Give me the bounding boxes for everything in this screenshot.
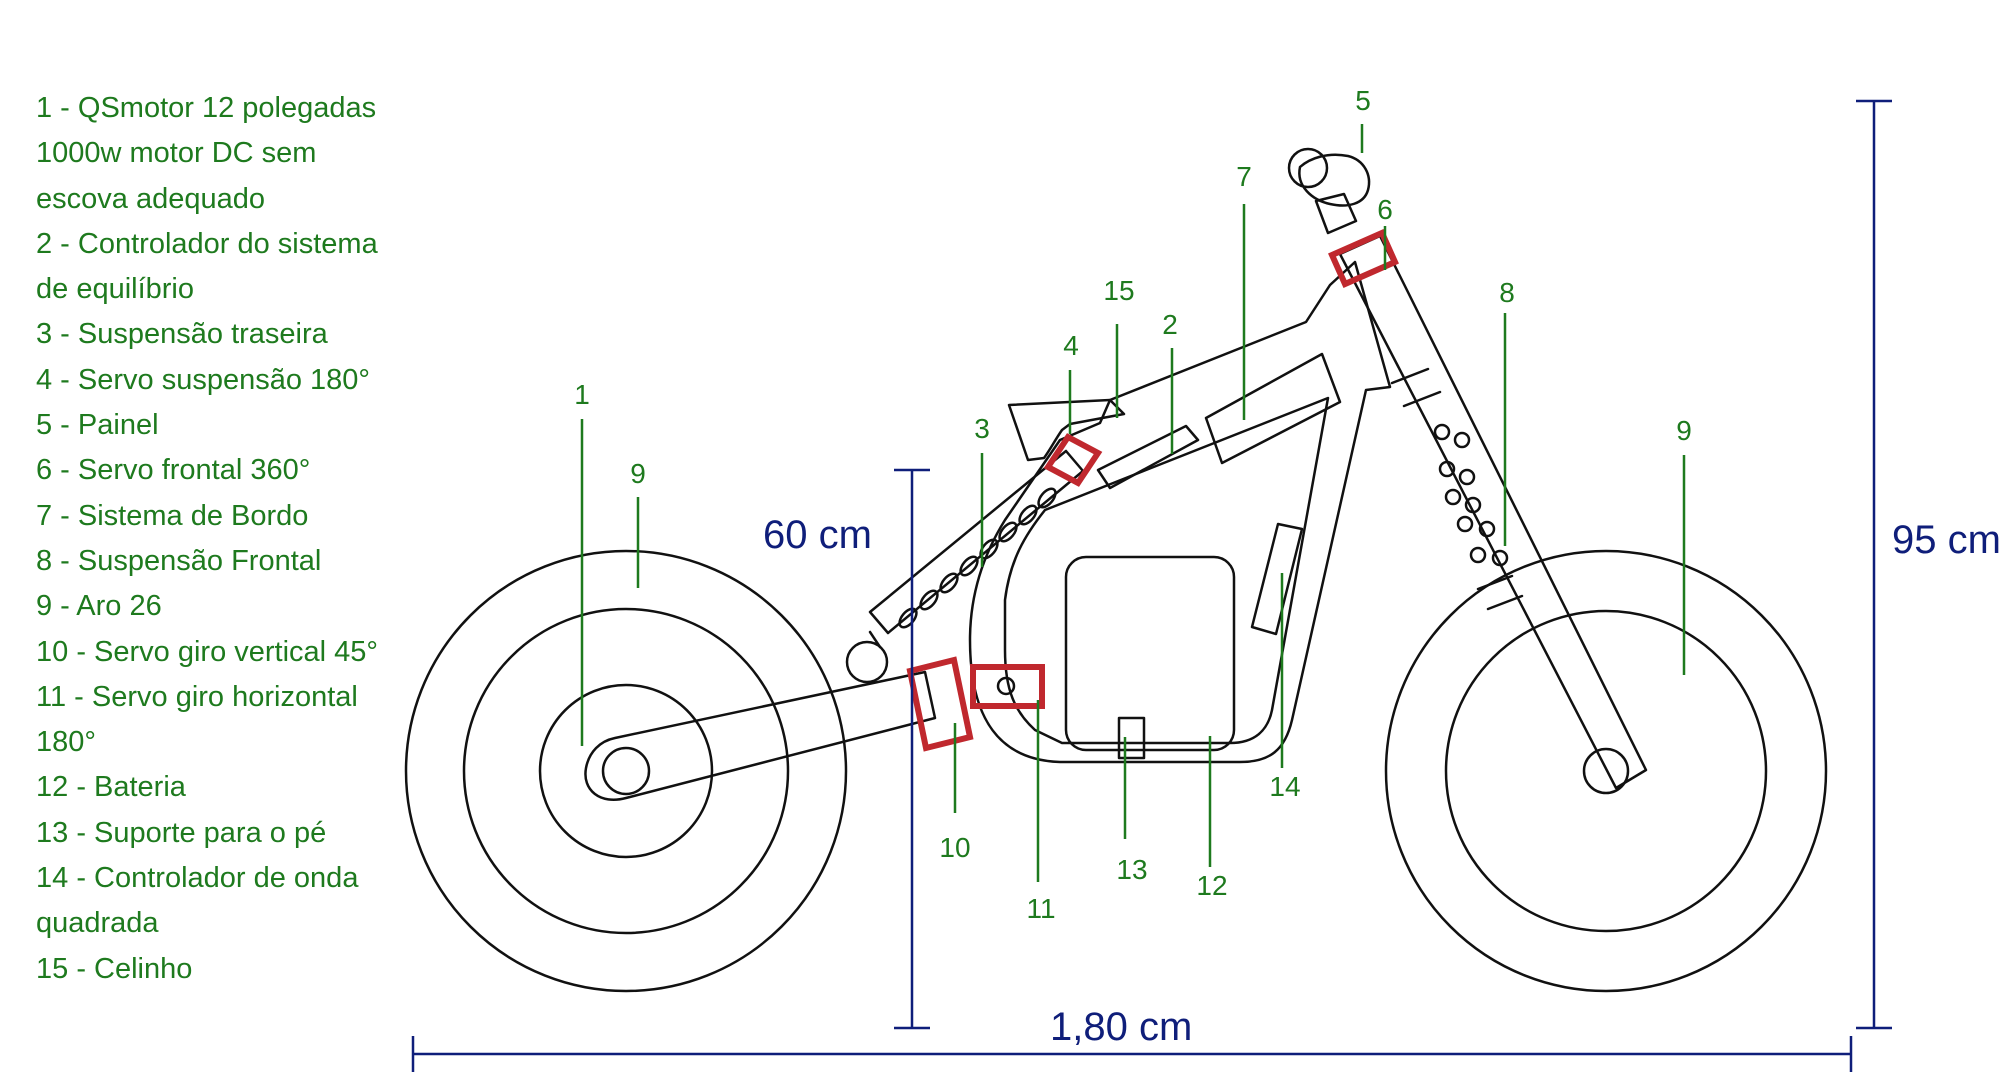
battery: [1064, 555, 1236, 752]
callout-9-front: 9: [1676, 415, 1692, 446]
dim-label-95: 95 cm: [1892, 518, 2001, 562]
callout-11: 11: [1026, 893, 1055, 924]
legend-item: 7 - Sistema de Bordo: [36, 499, 309, 532]
callout-15: 15: [1103, 275, 1134, 306]
legend-item: 2 - Controlador do sistema: [36, 227, 378, 260]
callout-8: 8: [1499, 277, 1515, 308]
legend-item: 180°: [36, 726, 96, 759]
dim-label-60: 60 cm: [763, 513, 872, 557]
callout-2: 2: [1162, 309, 1178, 340]
frame-inner: [1003, 396, 1330, 745]
front-wheel: [1384, 549, 1828, 993]
callout-10: 10: [939, 832, 970, 863]
servo-front: [1328, 229, 1399, 288]
callout-1: 1: [574, 379, 590, 410]
legend-item: 15 - Celinho: [36, 952, 193, 985]
hub-motor: [538, 683, 714, 859]
callout-12: 12: [1196, 870, 1227, 901]
callout-14: 14: [1269, 771, 1300, 802]
legend-item: 11 - Servo giro horizontal: [36, 680, 358, 713]
controller-box: [1096, 424, 1200, 490]
rear-suspension: [845, 449, 1085, 684]
legend-list: 1 - QSmotor 12 polegadas 1000w motor DC …: [36, 86, 416, 992]
callout-13: 13: [1116, 854, 1147, 885]
legend-item: 4 - Servo suspensão 180°: [36, 363, 371, 396]
handlebar: [1287, 147, 1371, 235]
servo-suspension: [1043, 433, 1103, 487]
foot-rest: [1117, 716, 1146, 760]
main-frame: [968, 260, 1392, 764]
callout-5: 5: [1355, 85, 1371, 116]
rear-wheel: [404, 549, 848, 993]
callout-3: 3: [974, 413, 990, 444]
legend-item: de equilíbrio: [36, 273, 194, 306]
dim-label-length: 1,80 cm: [1050, 1005, 1192, 1049]
wave-controller-box: [1250, 522, 1304, 636]
onboard-box: [1204, 352, 1342, 465]
legend-item: 9 - Aro 26: [36, 590, 162, 623]
servo-horizontal: [970, 664, 1045, 709]
legend-item: 5 - Painel: [36, 409, 159, 442]
legend-item: 1 - QSmotor 12 polegadas: [36, 92, 377, 124]
callout-6: 6: [1377, 194, 1393, 225]
seat: [1007, 398, 1126, 462]
callout-9-rear: 9: [630, 458, 646, 489]
servo-vertical: [906, 656, 974, 752]
legend-item: 6 - Servo frontal 360°: [36, 454, 311, 487]
legend-item: 14 - Controlador de onda: [36, 862, 359, 895]
legend-item: 3 - Suspensão traseira: [36, 318, 328, 351]
swing-arm: [584, 670, 937, 801]
callout-4: 4: [1063, 330, 1079, 361]
legend-item: 8 - Suspensão Frontal: [36, 544, 322, 577]
legend-item: 13 - Suporte para o pé: [36, 816, 327, 849]
callout-7: 7: [1236, 161, 1252, 192]
front-fork: [1338, 234, 1648, 790]
legend-item: 12 - Bateria: [36, 771, 186, 804]
legend-item: 1000w motor DC sem: [36, 137, 317, 170]
legend-item: escova adequado: [36, 182, 265, 215]
legend-item: 10 - Servo giro vertical 45°: [36, 635, 379, 668]
legend-item: quadrada: [36, 907, 159, 940]
